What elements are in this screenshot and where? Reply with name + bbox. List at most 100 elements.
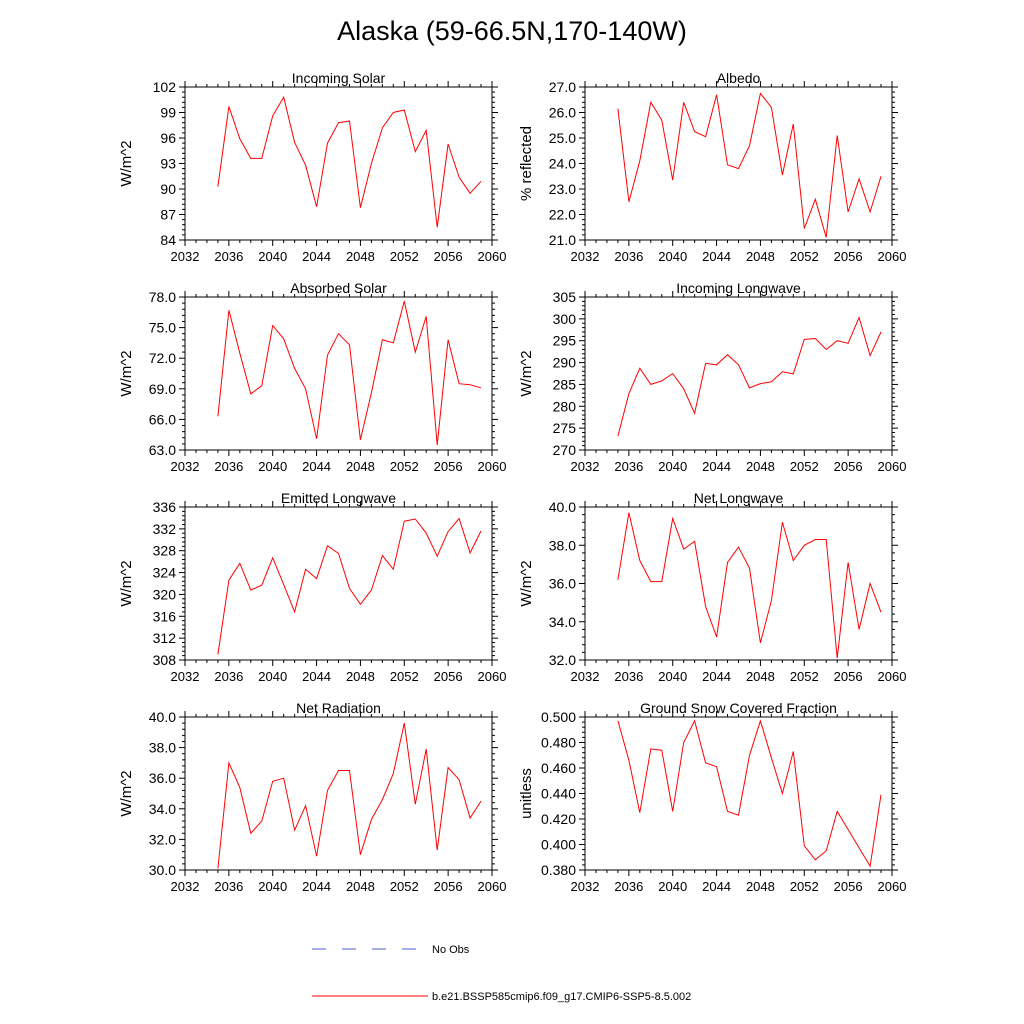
y-tick-label: 290 [553,355,577,371]
x-tick-label: 2060 [878,249,907,264]
y-tick-label: 0.460 [541,760,576,776]
y-tick-label: 87 [160,207,176,223]
x-tick-label: 2048 [746,459,775,474]
x-tick-label: 2060 [478,669,507,684]
x-tick-label: 2044 [702,669,731,684]
panel-net-longwave: Net Longwave W/m^2 2032 2036 2040 2044 2048 205… [518,490,906,684]
series-line [217,95,482,228]
y-tick-label: 32.0 [549,652,576,668]
y-tick-label: 332 [153,521,177,537]
x-tick-label: 2040 [658,669,687,684]
plot-frame [584,716,893,871]
y-tick-label: 0.380 [541,862,576,878]
y-tick-label: 270 [553,442,577,458]
x-tick-label: 2040 [258,879,287,894]
x-tick-label: 2032 [171,879,200,894]
x-tick-label: 2048 [346,249,375,264]
figure-title: Alaska (59-66.5N,170-140W) [337,16,687,46]
panel-albedo: Albedo % reflected 2032 2036 2040 2044 2048 205… [518,70,906,264]
x-tick-label: 2032 [571,249,600,264]
y-tick-label: 0.400 [541,837,576,853]
y-tick-label: 26.0 [549,105,576,121]
plot-frame [584,86,893,241]
x-tick-label: 2048 [346,459,375,474]
y-tick-label: 99 [160,105,176,121]
y-axis-label: W/m^2 [518,560,535,606]
y-tick-label: 0.420 [541,811,576,827]
x-tick-label: 2060 [878,879,907,894]
y-tick-label: 25.0 [549,130,576,146]
y-tick-label: 72.0 [149,350,176,366]
y-tick-label: 280 [553,398,577,414]
y-tick-label: 336 [153,499,177,515]
x-tick-label: 2052 [390,669,419,684]
x-tick-label: 2056 [834,249,863,264]
y-tick-label: 38.0 [149,740,176,756]
x-tick-label: 2060 [878,669,907,684]
panel-title: Absorbed Solar [290,280,387,296]
y-tick-label: 285 [553,376,577,392]
x-tick-label: 2036 [214,249,243,264]
legend-label-model: b.e21.BSSP585cmip6.f09_g17.CMIP6-SSP5-8.… [432,991,691,1003]
x-tick-label: 2048 [746,879,775,894]
series-line [217,300,482,445]
y-tick-label: 34.0 [549,614,576,630]
x-tick-label: 2040 [258,669,287,684]
y-tick-label: 275 [553,420,577,436]
x-tick-label: 2040 [658,249,687,264]
y-tick-label: 0.480 [541,735,576,751]
y-tick-label: 32.0 [149,831,176,847]
plot-frame [184,716,493,871]
series-line [617,316,882,437]
y-tick-label: 66.0 [149,411,176,427]
y-tick-label: 0.500 [541,709,576,725]
x-tick-label: 2036 [614,879,643,894]
y-tick-label: 312 [153,630,177,646]
y-tick-label: 36.0 [149,770,176,786]
y-tick-label: 102 [153,79,177,95]
y-tick-label: 295 [553,333,577,349]
x-tick-label: 2040 [658,879,687,894]
y-axis-label: % reflected [518,126,535,201]
y-tick-label: 75.0 [149,320,176,336]
x-tick-label: 2052 [390,879,419,894]
x-tick-label: 2048 [746,669,775,684]
x-tick-label: 2048 [746,249,775,264]
series-line [617,92,882,238]
x-tick-label: 2048 [346,669,375,684]
series-line [617,719,882,868]
x-tick-label: 2032 [571,459,600,474]
y-tick-label: 40.0 [549,499,576,515]
y-tick-label: 78.0 [149,289,176,305]
x-tick-label: 2056 [434,879,463,894]
x-tick-label: 2060 [478,459,507,474]
x-tick-label: 2044 [302,669,331,684]
x-tick-label: 2060 [878,459,907,474]
series-line [217,517,482,655]
panel-net-radiation: Net Radiation W/m^2 2032 2036 2040 2044 2048 20… [118,700,506,894]
y-tick-label: 328 [153,543,177,559]
x-tick-label: 2044 [302,879,331,894]
y-tick-label: 38.0 [549,537,576,553]
y-tick-label: 316 [153,608,177,624]
x-tick-label: 2052 [790,669,819,684]
x-tick-label: 2032 [171,669,200,684]
y-tick-label: 30.0 [149,862,176,878]
y-axis-label: W/m^2 [118,350,135,396]
y-tick-label: 0.440 [541,786,576,802]
y-tick-label: 96 [160,130,176,146]
y-tick-label: 24.0 [549,156,576,172]
x-tick-label: 2052 [390,249,419,264]
y-axis-label: unitless [518,768,535,819]
panel-incoming-solar: Incoming Solar W/m^2 2032 2036 2040 2044 2048 2… [118,70,506,264]
x-tick-label: 2032 [171,459,200,474]
x-tick-label: 2036 [614,249,643,264]
y-tick-label: 63.0 [149,442,176,458]
y-tick-label: 34.0 [149,801,176,817]
panel-title: Ground Snow Covered Fraction [640,700,837,716]
x-tick-label: 2032 [571,669,600,684]
panel-title: Incoming Solar [292,70,386,86]
panel-incoming-longwave: Incoming Longwave W/m^2 2032 2036 2040 2044 20… [518,280,906,474]
x-tick-label: 2056 [834,879,863,894]
